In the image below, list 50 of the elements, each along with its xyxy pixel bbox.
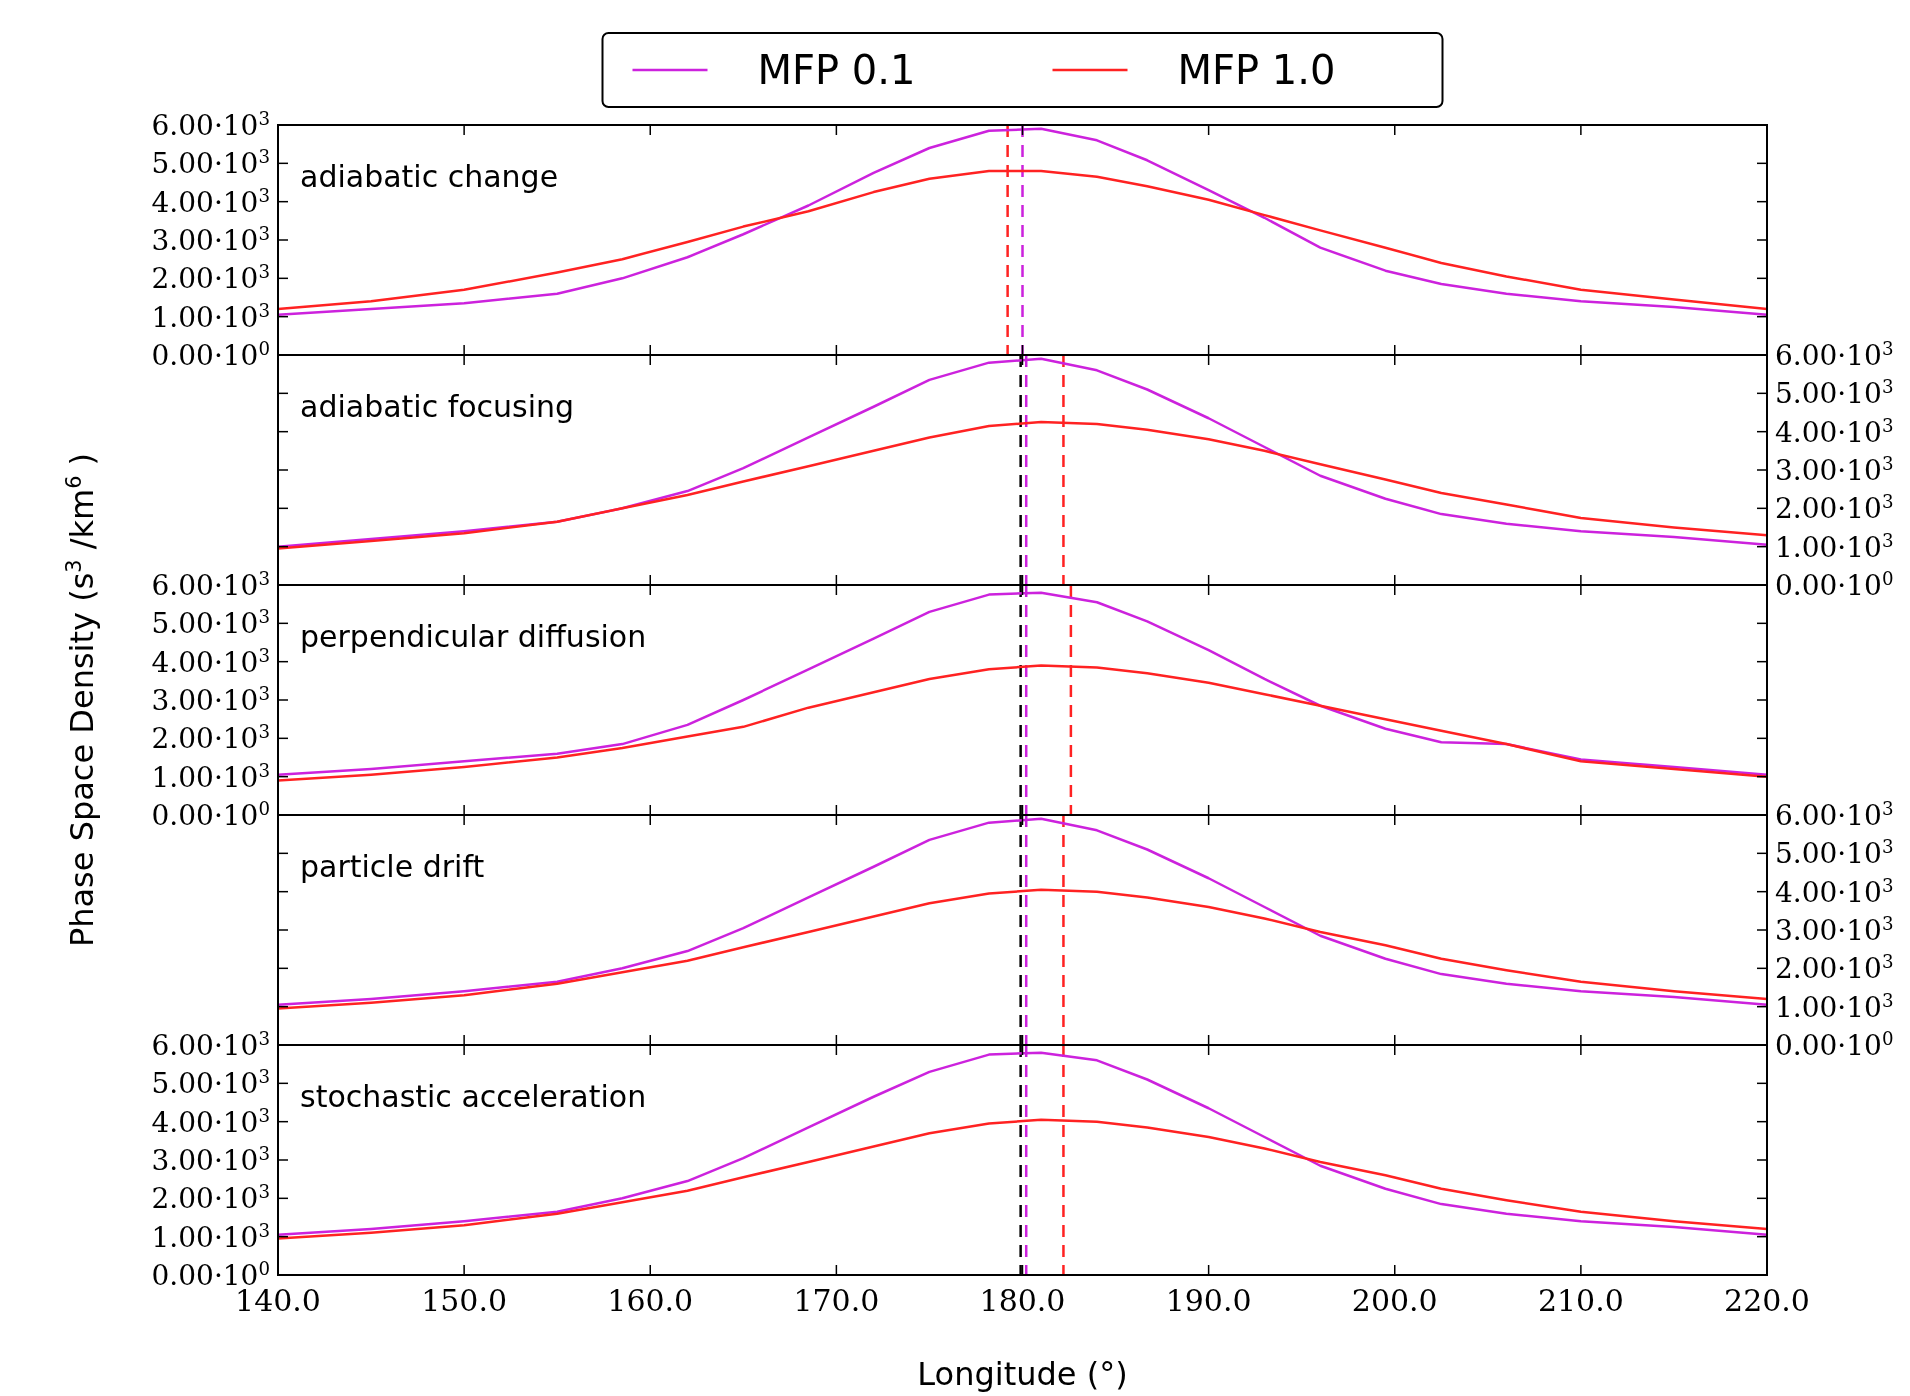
text: adiabatic change bbox=[300, 159, 559, 194]
legend-label: MFP 0.1 bbox=[757, 47, 916, 93]
y-tick-label: 0.00·10$^{0}$ bbox=[151, 797, 270, 832]
y-tick-label: 2.00·10$^{3}$ bbox=[151, 720, 270, 756]
text: perpendicular diffusion bbox=[300, 619, 647, 654]
y-tick-label: 4.00·10$^{3}$ bbox=[1775, 874, 1894, 909]
y-tick-label: 3.00·10$^{3}$ bbox=[151, 222, 270, 257]
y-tick-label: 3.00·10$^{3}$ bbox=[1775, 912, 1894, 947]
y-tick-label: 3.00·10$^{3}$ bbox=[1775, 452, 1894, 487]
y-tick-label: 4.00·10$^{3}$ bbox=[151, 1104, 270, 1139]
y-tick-label: 2.00·10$^{3}$ bbox=[1775, 950, 1894, 986]
y-tick-label: 4.00·10$^{3}$ bbox=[151, 184, 270, 219]
y-tick-label: 5.00·10$^{3}$ bbox=[1775, 375, 1894, 411]
y-tick-label: 5.00·10$^{3}$ bbox=[151, 145, 270, 181]
x-tick-label: 210.0 bbox=[1537, 1283, 1624, 1318]
y-tick-label: 5.00·10$^{3}$ bbox=[1775, 835, 1894, 871]
y-tick-label: 6.00·10$^{3}$ bbox=[151, 107, 270, 142]
y-tick-label: 1.00·10$^{3}$ bbox=[151, 759, 270, 794]
y-tick-label: 2.00·10$^{3}$ bbox=[151, 1180, 270, 1216]
y-tick-label: 6.00·10$^{3}$ bbox=[151, 1027, 270, 1062]
y-tick-label: 1.00·10$^{3}$ bbox=[151, 1219, 270, 1254]
x-tick-label: 220.0 bbox=[1724, 1283, 1810, 1318]
y-tick-label: 4.00·10$^{3}$ bbox=[151, 644, 270, 679]
x-tick-label: 180.0 bbox=[979, 1283, 1066, 1318]
x-tick-label: 170.0 bbox=[793, 1283, 880, 1318]
y-tick-label: 5.00·10$^{3}$ bbox=[151, 1065, 270, 1101]
text: stochastic acceleration bbox=[300, 1079, 647, 1114]
text: particle drift bbox=[300, 849, 485, 884]
y-tick-label: 3.00·10$^{3}$ bbox=[151, 682, 270, 717]
legend-label: MFP 1.0 bbox=[1177, 47, 1336, 93]
y-tick-label: 0.00·10$^{0}$ bbox=[1775, 567, 1894, 602]
y-tick-label: 6.00·10$^{3}$ bbox=[151, 567, 270, 602]
x-tick-label: 160.0 bbox=[607, 1283, 694, 1318]
y-tick-label: 4.00·10$^{3}$ bbox=[1775, 414, 1894, 449]
x-tick-label: 190.0 bbox=[1165, 1283, 1252, 1318]
y-tick-label: 2.00·10$^{3}$ bbox=[151, 260, 270, 296]
y-tick-label: 2.00·10$^{3}$ bbox=[1775, 490, 1894, 526]
y-tick-label: 6.00·10$^{3}$ bbox=[1775, 337, 1894, 372]
y-tick-label: 1.00·10$^{3}$ bbox=[1775, 989, 1894, 1024]
y-tick-label: 1.00·10$^{3}$ bbox=[151, 299, 270, 334]
y-tick-label: 0.00·10$^{0}$ bbox=[1775, 1027, 1894, 1062]
y-tick-label: 0.00·10$^{0}$ bbox=[151, 337, 270, 372]
text: adiabatic focusing bbox=[300, 389, 575, 424]
y-tick-label: 3.00·10$^{3}$ bbox=[151, 1142, 270, 1177]
x-tick-label: 150.0 bbox=[421, 1283, 508, 1318]
y-tick-label: 5.00·10$^{3}$ bbox=[151, 605, 270, 641]
y-tick-label: 6.00·10$^{3}$ bbox=[1775, 797, 1894, 832]
x-tick-label: 200.0 bbox=[1351, 1283, 1438, 1318]
y-tick-label: 1.00·10$^{3}$ bbox=[1775, 529, 1894, 564]
x-axis-title: Longitude (°) bbox=[917, 1355, 1128, 1393]
